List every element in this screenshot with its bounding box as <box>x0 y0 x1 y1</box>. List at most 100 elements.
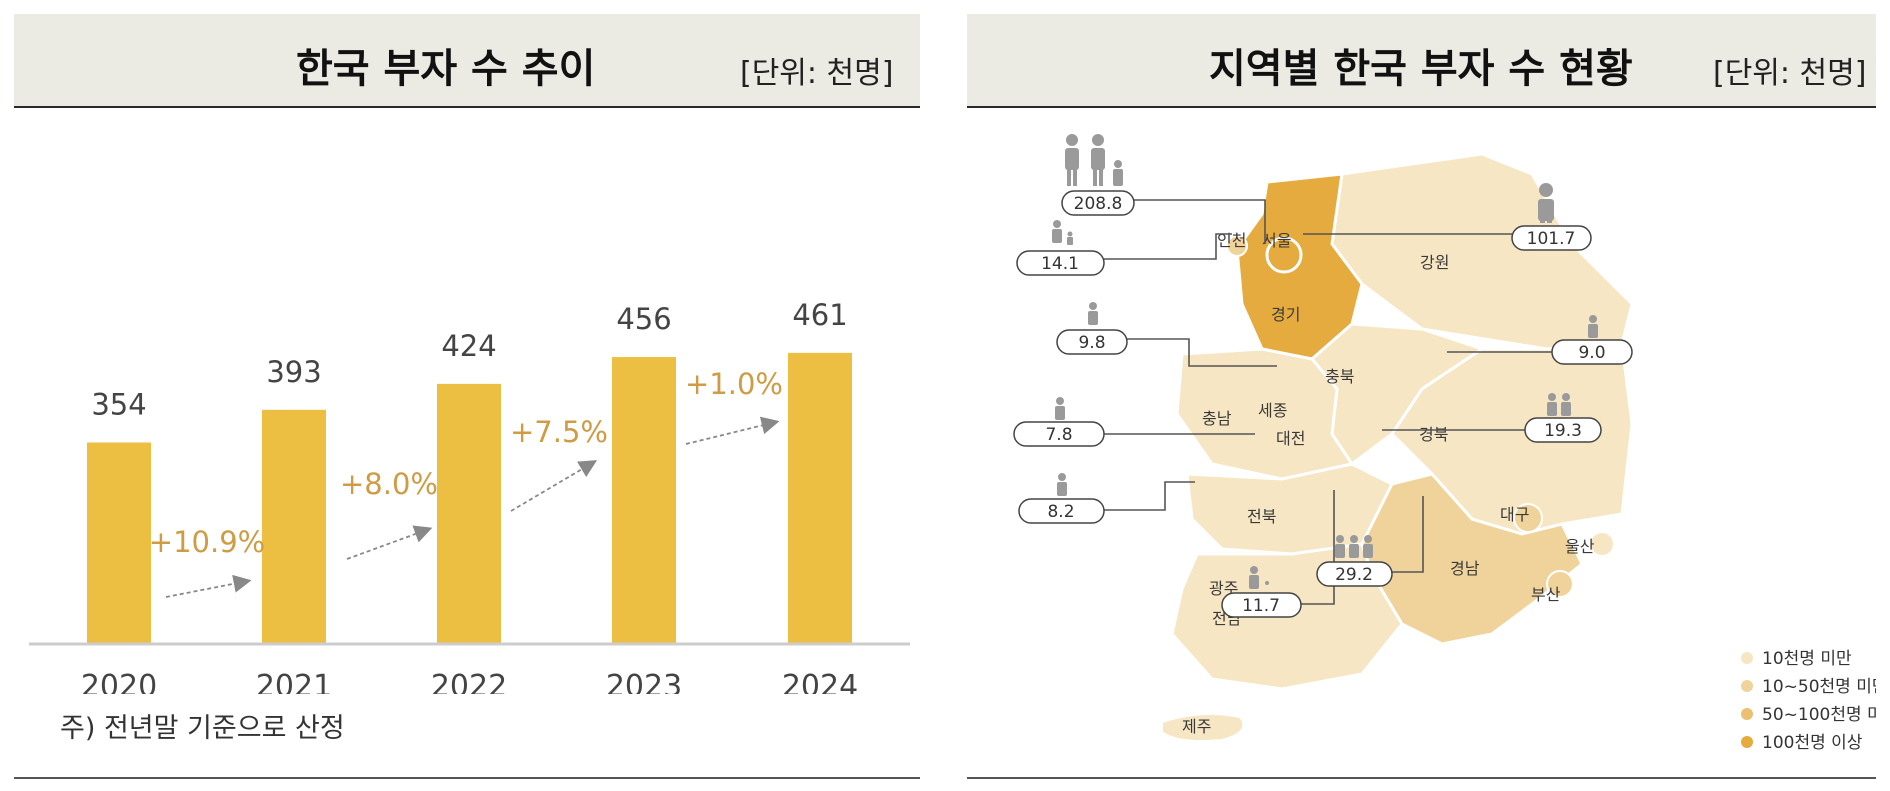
person-icon-busan <box>1335 535 1373 558</box>
leader-incheon <box>1104 233 1232 260</box>
person-icon-chungnam <box>1088 302 1098 325</box>
left-panel: 한국 부자 수 추이 [단위: 천명] 354 2020 393 2021 424 202… <box>14 14 920 779</box>
map-label-daejeon: 대전 <box>1276 429 1305 448</box>
bar-2024 <box>788 352 852 644</box>
map-label-gangwon: 강원 <box>1420 253 1449 272</box>
legend-label-0: 10천명 미만 <box>1762 649 1852 669</box>
value-label-2023: 456 <box>616 302 671 336</box>
callout-box-busan <box>1316 561 1393 587</box>
map-legend: 10천명 미만 10~50천명 미만 50~100천명 미만 100천명 이상 <box>1741 649 1876 753</box>
map-regions <box>1161 152 1634 742</box>
right-panel-title: 지역별 한국 부자 수 현황 <box>1209 46 1633 92</box>
korea-map: 인천 서울 경기 강원 충북 충남 세종 대전 경북 전북 대구 울산 경남 광… <box>1013 134 1876 753</box>
callout-value-gyeongnam: 11.7 <box>1242 596 1280 616</box>
left-panel-header: 한국 부자 수 추이 [단위: 천명] <box>14 14 920 108</box>
callout-boxes: 208.8 14.1 101.7 9.8 9.0 7.8 19.3 8.2 29… <box>1013 190 1633 618</box>
growth-label-3: +7.5% <box>510 415 608 449</box>
leader-busan <box>1392 496 1424 573</box>
callout-box-seoul <box>1061 190 1135 216</box>
right-panel-header: 지역별 한국 부자 수 현황 [단위: 천명] <box>967 14 1876 108</box>
region-ulsan <box>1589 531 1615 557</box>
callout-value-jeonbuk: 7.8 <box>1045 425 1072 445</box>
map-label-jeonbuk: 전북 <box>1247 507 1276 526</box>
person-icon-jeonbuk <box>1055 397 1065 420</box>
callout-box-daegu <box>1524 417 1602 443</box>
leader-seoul <box>1134 199 1266 244</box>
growth-arrow-4 <box>685 416 780 445</box>
growth-label-2: +8.0% <box>340 467 438 501</box>
region-chungnam <box>1175 347 1355 481</box>
person-icon-gyeonggi <box>1538 183 1554 223</box>
left-panel-title: 한국 부자 수 추이 <box>296 46 596 92</box>
callout-value-gyeonggi: 101.7 <box>1527 229 1576 249</box>
right-panel-unit: [단위: 천명] <box>1713 56 1867 91</box>
x-tick-label-2021: 2021 <box>256 669 332 694</box>
legend-swatch-3 <box>1741 736 1753 748</box>
person-icon-gyeongbuk <box>1588 315 1598 338</box>
value-label-2022: 424 <box>441 329 496 363</box>
value-label-2021: 393 <box>266 355 321 389</box>
growth-arrow-2 <box>346 525 433 560</box>
callout-value-chungnam: 9.8 <box>1078 333 1105 353</box>
x-tick-label-2022: 2022 <box>431 669 507 694</box>
callout-box-gwangju <box>1018 498 1105 524</box>
legend-label-2: 50~100천명 미만 <box>1762 705 1876 725</box>
map-label-daegu: 대구 <box>1500 505 1529 524</box>
map-label-jeju: 제주 <box>1182 717 1211 736</box>
person-icon-gyeongnam <box>1249 566 1269 589</box>
callout-leader-lines <box>1104 199 1552 605</box>
callout-value-daegu: 19.3 <box>1544 421 1582 441</box>
right-panel: 지역별 한국 부자 수 현황 [단위: 천명] 인천 서울 경기 강원 <box>967 14 1876 779</box>
leader-chungnam <box>1127 338 1277 367</box>
map-label-gyeongnam: 경남 <box>1450 559 1480 578</box>
callout-box-chungnam <box>1056 329 1128 355</box>
region-jeju <box>1161 713 1245 742</box>
bar-2021 <box>262 409 326 644</box>
bar-2023 <box>612 357 676 644</box>
value-label-2024: 461 <box>792 298 847 332</box>
leader-gwangju <box>1104 481 1195 511</box>
map-label-ulsan: 울산 <box>1565 537 1595 556</box>
growth-arrow-1 <box>165 574 252 598</box>
x-tick-label-2020: 2020 <box>81 669 157 694</box>
region-seoul <box>1265 236 1303 274</box>
bar-chart: 354 2020 393 2021 424 2022 456 2023 461 2024 +10.9… <box>29 298 910 694</box>
map-label-chungbuk: 충북 <box>1325 367 1354 386</box>
person-icon-gwangju <box>1057 473 1067 496</box>
callout-box-gyeongnam <box>1221 592 1302 618</box>
legend-swatch-1 <box>1741 680 1753 692</box>
value-label-2020: 354 <box>91 387 146 421</box>
region-gangwon <box>1330 152 1634 351</box>
left-panel-unit: [단위: 천명] <box>740 56 894 91</box>
legend-label-3: 100천명 이상 <box>1762 733 1863 753</box>
callout-box-jeonbuk <box>1013 421 1105 447</box>
leader-gyeongnam <box>1301 490 1335 605</box>
person-icon-seoul <box>1065 134 1123 186</box>
map-label-gyeongbuk: 경북 <box>1419 425 1448 444</box>
person-icons <box>1052 134 1598 589</box>
map-label-sejong: 세종 <box>1258 401 1287 420</box>
region-busan <box>1546 570 1574 598</box>
region-incheon <box>1226 235 1248 257</box>
map-label-gyeonggi: 경기 <box>1271 305 1300 324</box>
callout-value-gwangju: 8.2 <box>1047 502 1074 522</box>
growth-label-4: +1.0% <box>685 367 783 401</box>
callout-box-gyeongbuk <box>1551 339 1633 365</box>
bar-2022 <box>437 383 501 644</box>
map-label-busan: 부산 <box>1531 585 1561 604</box>
left-bottom-rule <box>14 777 920 779</box>
callout-value-incheon: 14.1 <box>1041 254 1079 274</box>
x-tick-label-2023: 2023 <box>606 669 682 694</box>
chart-footnote: 주) 전년말 기준으로 산정 <box>60 713 345 744</box>
growth-label-1: +10.9% <box>149 525 265 559</box>
person-icon-incheon <box>1052 220 1073 245</box>
legend-label-1: 10~50천명 미만 <box>1762 677 1876 697</box>
bar-2020 <box>87 442 151 644</box>
map-label-chungnam: 충남 <box>1202 409 1232 428</box>
person-icon-daegu <box>1547 393 1571 416</box>
legend-swatch-0 <box>1741 652 1753 664</box>
growth-arrow-3 <box>510 460 598 512</box>
legend-swatch-2 <box>1741 708 1753 720</box>
callout-box-incheon <box>1016 250 1105 276</box>
right-bottom-rule <box>967 777 1876 779</box>
